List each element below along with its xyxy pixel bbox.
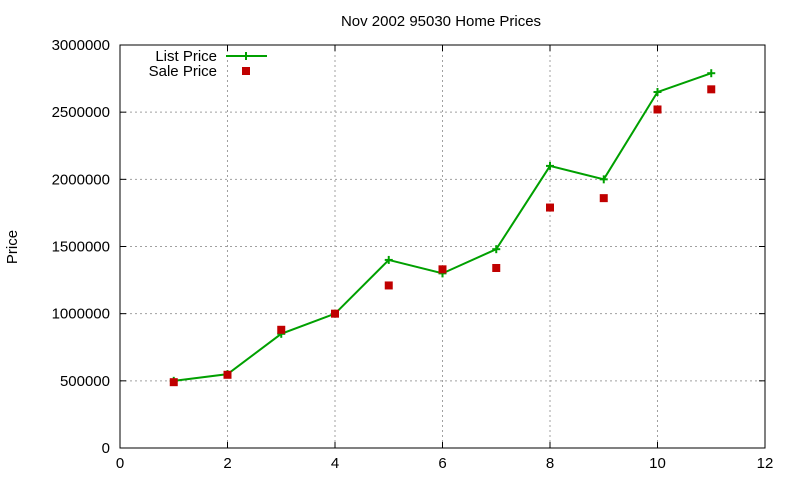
y-tick-label: 0 [102,440,110,457]
legend-sample-sale-price [242,67,250,75]
data-point [384,255,393,264]
x-tick-label: 6 [438,455,446,472]
data-point [277,325,286,334]
data-point [223,370,232,379]
data-point [331,309,339,318]
axis-frame [119,44,766,449]
data-point [599,194,608,203]
x-tick-label: 8 [546,455,554,472]
x-tick-label: 2 [223,455,231,472]
data-point [438,265,447,274]
chart-title: Nov 2002 95030 Home Prices [341,13,541,30]
data-point [653,88,662,97]
data-point [546,161,554,170]
legend-plus-marker [242,52,250,60]
y-tick-label: 500000 [60,373,110,390]
data-point [653,105,662,114]
data-point [707,85,716,94]
data-point [384,281,393,290]
x-tick-label: 10 [649,455,666,472]
y-tick-label: 3000000 [52,37,110,54]
data-point [492,245,501,254]
series-line [173,72,712,382]
y-tick-label: 2500000 [52,104,110,121]
legend-label-sale-price: Sale Price [149,63,217,80]
data-point [492,263,501,272]
x-tick-labels: 0 2 4 6 8 10 12 [116,455,774,472]
grid-lines [120,45,765,448]
series-sale-price [169,85,716,387]
y-tick-label: 2000000 [52,171,110,188]
legend-label-list-price: List Price [155,48,217,65]
legend-square-marker [242,67,250,75]
y-tick-label: 1000000 [52,306,110,323]
data-point [169,378,178,387]
y-tick-labels: 0 500000 1000000 1500000 2000000 2500000 30000… [52,37,110,457]
series-layer [169,69,716,387]
y-tick-label: 1500000 [52,239,110,256]
legend-sample-list-price [226,52,267,60]
data-point [546,203,554,212]
legend: List Price Sale Price [149,48,267,80]
x-tick-label: 0 [116,455,124,472]
data-point [707,69,716,78]
x-tick-label: 4 [331,455,339,472]
data-point [599,175,608,184]
x-tick-label: 12 [757,455,774,472]
y-axis-label: Price [4,230,21,264]
